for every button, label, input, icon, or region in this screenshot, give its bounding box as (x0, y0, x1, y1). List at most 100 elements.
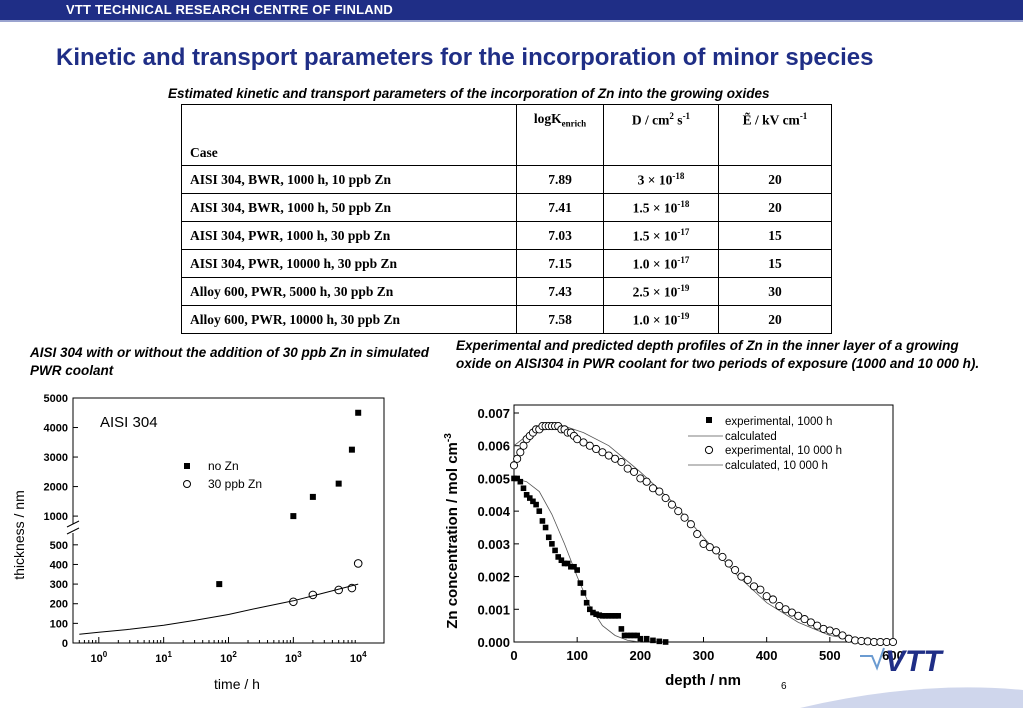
page-number: 6 (781, 681, 787, 692)
data-point-1000h (587, 606, 593, 613)
y-tick-label: 0.007 (477, 406, 510, 421)
data-point-10000h (579, 438, 588, 447)
data-point-1000h (517, 478, 524, 485)
data-point-1000h (656, 638, 663, 645)
vtt-logo-mark (860, 647, 885, 671)
y-tick-label: 300 (50, 579, 68, 591)
data-point-10000h (693, 529, 702, 539)
x-tick-label: 100 (90, 650, 107, 665)
left-chart-caption: AISI 304 with or without the addition of… (30, 345, 430, 378)
data-point-1000h (643, 635, 650, 642)
data-point-10000h (813, 621, 822, 630)
table-row: AISI 304, PWR, 10000 h, 30 ppb Zn 7.15 1.0… (181, 249, 832, 278)
x-tick-label: 500 (819, 648, 841, 663)
header-logk: logKenrich (516, 104, 604, 166)
y-tick-label: 2000 (44, 482, 68, 494)
data-point-1000h (609, 613, 615, 619)
data-point-10000h (749, 582, 759, 591)
legend-label: calculated, 10 000 h (725, 460, 828, 472)
data-point-1000h (599, 613, 606, 619)
y-tick-label: 4000 (44, 423, 68, 435)
y-tick-label: 200 (50, 599, 68, 611)
data-point-10000h (787, 608, 796, 617)
parameters-table: Case logKenrich D / cm2 s-1 Ẽ / kV cm-1 … (181, 104, 832, 334)
data-point-1000h (634, 632, 640, 639)
data-point-10000h (516, 448, 525, 457)
data-point-10000h (674, 507, 683, 516)
cell-e: 30 (718, 277, 832, 306)
data-point-10000h (611, 454, 620, 463)
data-point-10000h (712, 546, 721, 555)
x-axis-label: time / h (214, 676, 260, 692)
y-tick-label: 0.002 (477, 570, 510, 585)
data-point-10000h (705, 543, 714, 552)
data-point-10000h (762, 592, 771, 601)
data-point-1000h (511, 475, 517, 482)
data-point-10000h (806, 618, 815, 627)
data-point-1000h (577, 580, 584, 586)
y-tick-label: 0.006 (477, 439, 510, 454)
x-tick-label: 0 (510, 648, 517, 663)
data-point-no-zn (290, 513, 297, 520)
cell-logk: 7.15 (516, 249, 604, 278)
data-point-1000h (615, 613, 622, 619)
cell-d: 1.5 × 10-18 (603, 193, 719, 222)
cell-e: 20 (718, 193, 832, 222)
data-point-1000h (662, 639, 669, 645)
data-point-10000h (617, 458, 626, 467)
y-tick-label: 5000 (44, 393, 68, 405)
x-tick-label: 600 (882, 648, 904, 663)
table-row: Alloy 600, PWR, 10000 h, 30 ppb Zn 7.58 1.… (181, 305, 832, 334)
data-point-10000h (667, 500, 676, 509)
data-point-10000h (768, 595, 778, 604)
axis-break-mark (66, 527, 80, 535)
data-point-1000h (605, 613, 612, 619)
vtt-logo-text: VTT (885, 645, 944, 678)
data-point-1000h (514, 475, 520, 482)
data-point-1000h (539, 518, 546, 524)
data-point-10000h (718, 552, 727, 561)
table-row: AISI 304, BWR, 1000 h, 50 ppb Zn 7.41 1.5 … (181, 193, 832, 222)
data-point-10000h (794, 611, 803, 620)
cell-logk: 7.41 (516, 193, 604, 222)
cell-d: 2.5 × 10-19 (603, 277, 719, 306)
data-point-1000h (568, 563, 574, 570)
data-point-1000h (571, 563, 577, 570)
y-tick-label: 0 (62, 638, 68, 650)
y-axis-label: Zn concentration / mol cm-3 (443, 433, 461, 629)
x-tick-label: 100 (566, 648, 588, 663)
data-point-1000h (558, 557, 565, 564)
legend-label: experimental, 1000 h (725, 416, 832, 428)
data-point-10000h (800, 615, 809, 624)
cell-case: AISI 304, PWR, 1000 h, 30 ppb Zn (181, 221, 517, 250)
data-point-10000h (629, 467, 639, 476)
x-tick-label: 104 (350, 650, 367, 665)
x-axis-label: depth / nm (665, 672, 741, 689)
org-name: VTT TECHNICAL RESEARCH CENTRE OF FINLAND (66, 2, 393, 17)
axis-break-mark (66, 520, 80, 528)
y-tick-label: 0.005 (477, 471, 510, 486)
footer-swoosh (800, 687, 1023, 708)
data-point-10000h (756, 585, 765, 594)
legend-marker-no-zn (184, 463, 190, 469)
data-point-1000h (530, 498, 536, 505)
data-point-1000h (561, 560, 568, 567)
data-point-10000h (655, 487, 664, 496)
data-point-1000h (631, 632, 637, 639)
data-point-10000h (832, 628, 841, 637)
data-point-10000h (519, 441, 528, 450)
data-point-10000h (598, 448, 607, 457)
data-point-1000h (590, 609, 596, 616)
data-point-10000h (781, 605, 790, 614)
cell-d: 1.0 × 10-19 (603, 305, 719, 334)
y-axis-label: thickness / nm (11, 490, 27, 579)
y-tick-label: 0.000 (477, 635, 510, 650)
y-tick-label: 100 (50, 618, 68, 630)
data-point-no-zn (216, 581, 223, 588)
data-point-no-zn (355, 409, 362, 416)
legend-label: experimental, 10 000 h (725, 445, 842, 457)
x-tick-label: 300 (693, 648, 715, 663)
data-point-1000h (624, 632, 631, 639)
chart-title: AISI 304 (100, 414, 158, 431)
